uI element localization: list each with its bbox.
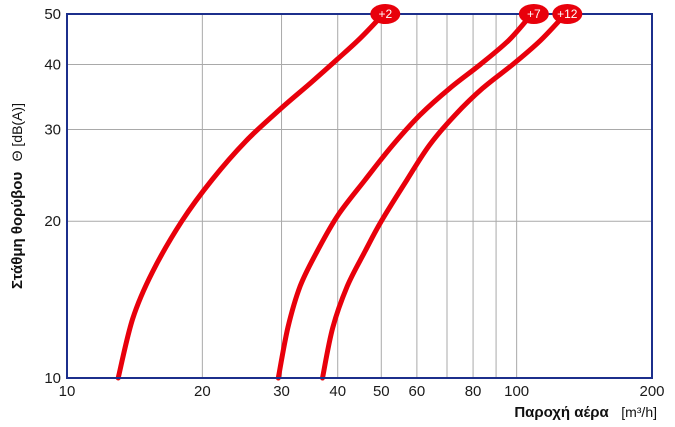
series-line-2 <box>275 13 533 381</box>
x-axis-label-unit: [m³/h] <box>621 404 657 420</box>
x-tick-label: 200 <box>639 383 664 400</box>
x-tick-label: 30 <box>273 383 290 400</box>
x-tick-labels: 10 20 30 40 50 60 80 100 200 <box>59 383 665 400</box>
y-axis-label-main: Στάθμη θορύβου <box>9 172 26 289</box>
series-line-3 <box>320 13 566 381</box>
y-axis-label: Στάθμη θορύβου Θ [dB(A)] <box>9 103 26 289</box>
x-axis-label: Παροχή αέρα [m³/h] <box>514 404 657 421</box>
x-axis-label-main: Παροχή αέρα <box>514 404 609 421</box>
series-curves <box>115 13 566 381</box>
series-badge-2 <box>518 4 549 24</box>
y-axis-label-unit: Θ [dB(A)] <box>9 103 25 161</box>
y-tick-label: 50 <box>44 6 61 23</box>
series-badge-label: +2 <box>378 7 392 21</box>
series-badge-label: +12 <box>557 7 578 21</box>
y-tick-label: 40 <box>44 56 61 73</box>
x-tick-label: 80 <box>465 383 482 400</box>
series-badge-3 <box>552 4 583 24</box>
x-tick-label: 20 <box>194 383 211 400</box>
series-badges: +2 +7 +12 <box>370 4 583 24</box>
plot-frame <box>66 13 653 379</box>
x-tick-label: 40 <box>329 383 346 400</box>
series-badge-1 <box>370 4 401 24</box>
y-tick-label: 20 <box>44 213 61 230</box>
series-badge-label: +7 <box>527 7 541 21</box>
x-tick-label: 10 <box>59 383 76 400</box>
grid-lines <box>67 14 652 378</box>
y-tick-label: 10 <box>44 370 61 387</box>
x-tick-label: 50 <box>373 383 390 400</box>
y-tick-labels: 10 20 30 40 50 <box>44 6 61 387</box>
x-tick-label: 100 <box>504 383 529 400</box>
x-tick-label: 60 <box>409 383 426 400</box>
series-line-1 <box>115 13 384 381</box>
y-tick-label: 30 <box>44 122 61 139</box>
